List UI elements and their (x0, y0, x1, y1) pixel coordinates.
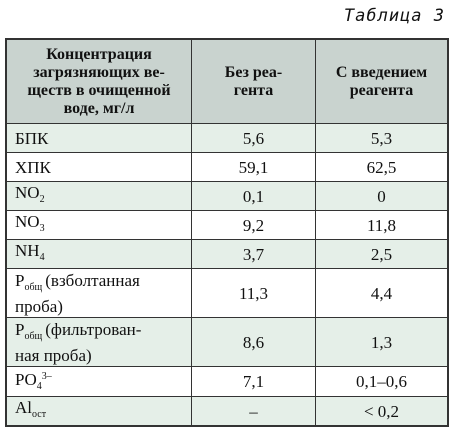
table-row: NO3 9,2 11,8 (5, 210, 449, 240)
label-line: Pобщ (фильтрован- (15, 320, 183, 346)
substance: NO (15, 183, 40, 202)
value-cell: 4,4 (315, 268, 449, 318)
header-row: Концентрация загрязняющих ве-ществ в очищ… (5, 38, 449, 124)
substance: P (15, 319, 25, 339)
substance: P (15, 270, 25, 290)
subscript: общ (24, 330, 43, 342)
table-row: ХПК 59,1 62,5 (5, 152, 449, 182)
row-label: NH4 (5, 239, 192, 269)
note: (фильтрован- (45, 319, 142, 339)
value-cell: 2,5 (315, 239, 449, 269)
substance: БПК (15, 128, 49, 148)
header-line: С введением (335, 63, 428, 81)
header-line: воде, мг/л (63, 99, 135, 117)
row-label: NO2 (5, 181, 192, 211)
substance: PO (15, 370, 37, 389)
header-line: Концентрация (46, 45, 152, 63)
value-cell: 7,1 (191, 366, 316, 397)
subscript: ост (32, 409, 47, 420)
value-cell: 11,3 (191, 268, 316, 318)
substance: ХПК (15, 157, 51, 177)
label-line: Alост (15, 398, 183, 424)
header-line: загрязняющих ве- (33, 63, 165, 81)
table-row: БПК 5,6 5,3 (5, 123, 449, 153)
subscript: общ (24, 281, 43, 293)
value-cell: 5,6 (191, 123, 316, 153)
header-line: реагента (349, 81, 414, 99)
row-label: Alост (5, 396, 192, 427)
caption: Таблица 3 (343, 6, 445, 26)
note: (взболтанная (45, 270, 140, 290)
table-row: Pобщ (взболтанная проба) 11,3 4,4 (5, 268, 449, 318)
value-cell: 5,3 (315, 123, 449, 153)
value-cell: 8,6 (191, 317, 316, 367)
subscript: 4 (39, 252, 45, 263)
header-cell: С введением реагента (315, 38, 449, 124)
value-cell: – (191, 396, 316, 427)
value-cell: 1,3 (315, 317, 449, 367)
value-cell: 0 (315, 181, 449, 211)
value-cell: 62,5 (315, 152, 449, 182)
value-cell: 9,2 (191, 210, 316, 240)
label-line: PO43– (15, 367, 183, 396)
header-cell: Концентрация загрязняющих ве-ществ в очищ… (5, 38, 192, 124)
label-line: БПК (15, 129, 183, 148)
table: Концентрация загрязняющих ве-ществ в очищ… (5, 38, 449, 427)
label-line: Pобщ (взболтанная (15, 271, 183, 297)
substance: Al (15, 398, 32, 417)
value-cell: 0,1 (191, 181, 316, 211)
row-label: ХПК (5, 152, 192, 182)
row-label: NO3 (5, 210, 192, 240)
table-row: NO2 0,1 0 (5, 181, 449, 211)
subscript: 2 (39, 194, 45, 205)
table-body: БПК 5,6 5,3 ХПК 59,1 62,5 NO2 0,1 0 NO3 9,2 11,8 NH4… (5, 123, 449, 427)
table-row: NH4 3,7 2,5 (5, 239, 449, 269)
row-label: БПК (5, 123, 192, 153)
header-cell: Без реа-гента (191, 38, 316, 124)
label-line: NO3 (15, 212, 183, 238)
header-line: Без реа- (224, 63, 283, 81)
table-row: Alост – < 0,2 (5, 396, 449, 427)
label-line: ХПК (15, 158, 183, 177)
note: ная проба) (15, 345, 92, 365)
label-line: NH4 (15, 241, 183, 267)
subscript: 4 (36, 381, 42, 392)
table-row: PO43– 7,1 0,1–0,6 (5, 366, 449, 397)
table-row: Pобщ (фильтрован-ная проба) 8,6 1,3 (5, 317, 449, 367)
row-label: Pобщ (фильтрован-ная проба) (5, 317, 192, 367)
substance: NH (15, 241, 40, 260)
note: проба) (15, 296, 63, 316)
value-cell: 0,1–0,6 (315, 366, 449, 397)
header-line: гента (233, 81, 274, 99)
superscript: 3– (41, 371, 52, 382)
label-line: NO2 (15, 183, 183, 209)
value-cell: 59,1 (191, 152, 316, 182)
row-label: PO43– (5, 366, 192, 397)
subscript: 3 (39, 223, 45, 234)
substance: NO (15, 212, 40, 231)
header-line: ществ в очищенной (27, 81, 171, 99)
value-cell: 11,8 (315, 210, 449, 240)
value-cell: < 0,2 (315, 396, 449, 427)
value-cell: 3,7 (191, 239, 316, 269)
row-label: Pобщ (взболтанная проба) (5, 268, 192, 318)
